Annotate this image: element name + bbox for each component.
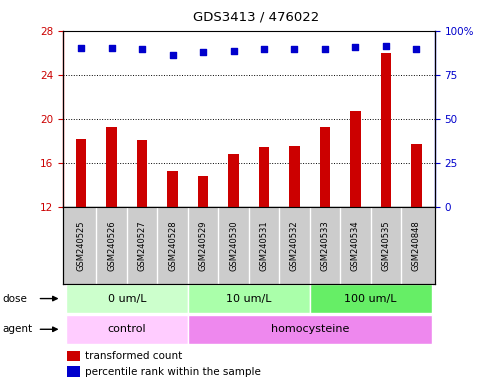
Bar <box>67 366 80 377</box>
Bar <box>228 154 239 207</box>
Point <box>169 52 176 58</box>
Text: GSM240527: GSM240527 <box>138 220 146 271</box>
Bar <box>76 139 86 207</box>
Bar <box>167 171 178 207</box>
Point <box>352 44 359 50</box>
Text: percentile rank within the sample: percentile rank within the sample <box>85 366 261 377</box>
Bar <box>66 315 188 344</box>
Text: GSM240529: GSM240529 <box>199 220 208 271</box>
Text: dose: dose <box>2 293 28 304</box>
Bar <box>289 146 300 207</box>
Text: homocysteine: homocysteine <box>270 324 349 334</box>
Point <box>260 46 268 53</box>
Text: GSM240848: GSM240848 <box>412 220 421 271</box>
Text: GDS3413 / 476022: GDS3413 / 476022 <box>193 10 319 23</box>
Point <box>412 46 420 53</box>
Bar <box>381 53 391 207</box>
Bar <box>106 127 117 207</box>
Text: GSM240531: GSM240531 <box>259 220 269 271</box>
Text: GSM240528: GSM240528 <box>168 220 177 271</box>
Point <box>108 45 115 51</box>
Bar <box>137 140 147 207</box>
Text: GSM240532: GSM240532 <box>290 220 299 271</box>
Text: GSM240526: GSM240526 <box>107 220 116 271</box>
Point <box>321 46 329 53</box>
Point <box>199 49 207 55</box>
Text: control: control <box>108 324 146 334</box>
Bar <box>411 144 422 207</box>
Text: GSM240535: GSM240535 <box>382 220 390 271</box>
Point <box>77 45 85 51</box>
Bar <box>310 284 432 313</box>
Point <box>138 46 146 53</box>
Bar <box>66 284 188 313</box>
Text: GSM240530: GSM240530 <box>229 220 238 271</box>
Point <box>291 46 298 53</box>
Text: transformed count: transformed count <box>85 351 183 361</box>
Text: 10 um/L: 10 um/L <box>226 293 271 304</box>
Bar <box>198 177 208 207</box>
Bar <box>188 315 432 344</box>
Bar <box>259 147 270 207</box>
Bar <box>320 127 330 207</box>
Bar <box>67 351 80 361</box>
Text: GSM240525: GSM240525 <box>77 220 85 271</box>
Bar <box>350 111 361 207</box>
Text: agent: agent <box>2 324 32 334</box>
Text: GSM240534: GSM240534 <box>351 220 360 271</box>
Text: 100 um/L: 100 um/L <box>344 293 397 304</box>
Text: GSM240533: GSM240533 <box>320 220 329 271</box>
Point <box>229 48 237 54</box>
Point <box>382 43 390 49</box>
Text: 0 um/L: 0 um/L <box>108 293 146 304</box>
Bar <box>188 284 310 313</box>
